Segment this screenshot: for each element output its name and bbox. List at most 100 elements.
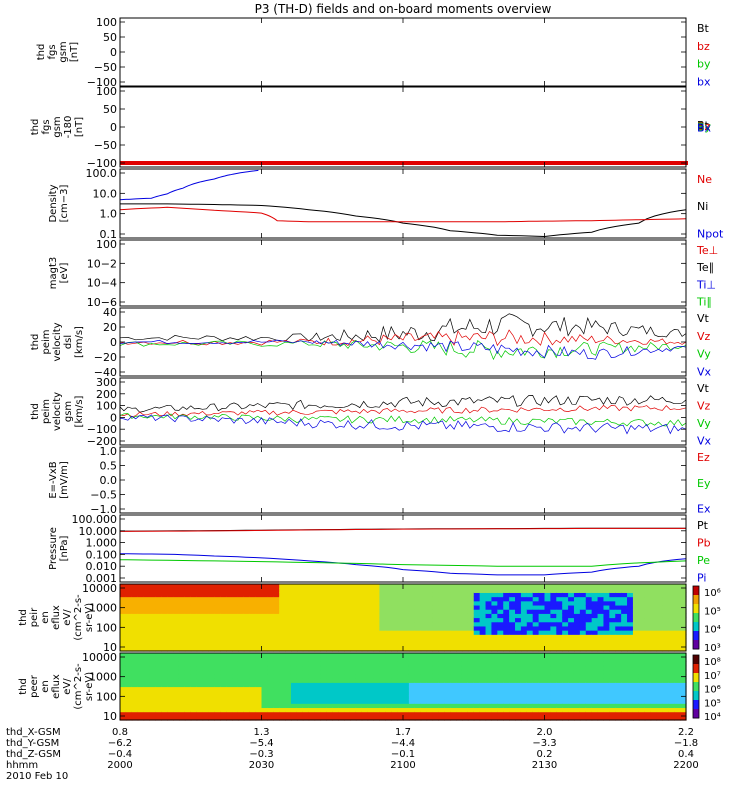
y-tick-label: 1.000: [86, 537, 118, 550]
spectrogram-cell: [208, 669, 215, 675]
spectrogram-cell: [332, 600, 339, 606]
spectrogram-cell: [379, 673, 386, 679]
spectrogram-cell: [137, 584, 145, 589]
series-npot: [119, 169, 259, 201]
spectrogram-cell: [355, 584, 363, 589]
spectrogram-cell: [120, 634, 127, 640]
spectrogram-cell: [149, 694, 156, 700]
spectrogram-cell: [214, 653, 221, 658]
spectrogram-cell: [420, 690, 428, 696]
spectrogram-cell: [603, 638, 610, 644]
spectrogram-cell: [461, 690, 469, 696]
spectrogram-cell: [155, 588, 162, 593]
spectrogram-cell: [137, 707, 145, 713]
spectrogram-cell: [355, 703, 363, 709]
y-axis-label-line: sr-eV): [84, 672, 95, 701]
y-axis-label: thdfgsgsm[nT]: [36, 41, 80, 62]
spectrogram-cell: [285, 665, 292, 671]
spectrogram-cell: [178, 617, 186, 623]
spectrogram-cell: [621, 613, 628, 619]
spectrogram-cell: [668, 665, 675, 671]
spectrogram-cell: [302, 669, 310, 675]
spectrogram-cell: [131, 646, 139, 652]
spectrogram-cell: [420, 621, 428, 627]
spectrogram-cell: [349, 596, 357, 602]
spectrogram-cell: [261, 584, 268, 589]
spectrogram-cell: [497, 661, 504, 667]
spectrogram-cell: [414, 596, 422, 602]
spectrogram-cell: [232, 621, 239, 627]
colorbar-segment: [693, 709, 699, 719]
spectrogram-cell: [538, 657, 546, 662]
spectrogram-cell: [597, 642, 605, 648]
spectrogram-cell: [579, 715, 587, 721]
spectrogram-cell: [650, 600, 658, 606]
spectrogram-cell: [526, 646, 534, 652]
spectrogram-cell: [237, 617, 245, 623]
spectrogram-cell: [650, 584, 658, 589]
y-axis-label-line: (cm^2-s-: [73, 663, 84, 710]
spectrogram-cell: [615, 715, 622, 721]
spectrogram-cell: [579, 634, 587, 640]
spectrogram-cell: [214, 665, 221, 671]
spectrogram-cell: [326, 673, 333, 679]
spectrogram-cell: [338, 682, 345, 688]
spectrogram-cell: [149, 609, 156, 614]
spectrogram-cell: [232, 588, 239, 593]
spectrogram-cell: [302, 596, 310, 602]
spectrogram-cell: [632, 621, 640, 627]
spectrogram-cell: [349, 653, 357, 658]
spectrogram-cell: [573, 638, 581, 644]
spectrogram-cell: [438, 596, 445, 602]
spectrogram-cell: [255, 703, 263, 709]
spectrogram-cell: [532, 630, 540, 635]
spectrogram-cell: [344, 665, 351, 671]
spectrogram-cell: [632, 584, 640, 589]
spectrogram-cell: [367, 630, 375, 635]
spectrogram-cell: [526, 682, 534, 688]
spectrogram-cell: [473, 699, 481, 704]
y-axis-label-line: en: [40, 611, 51, 624]
spectrogram-cell: [379, 609, 386, 614]
spectrogram-cell: [426, 673, 434, 679]
spectrogram-cell: [485, 613, 493, 619]
spectrogram-cell: [403, 604, 410, 610]
spectrogram-cell: [627, 661, 634, 667]
spectrogram-cell: [644, 678, 652, 683]
spectrogram-cell: [155, 621, 162, 627]
spectrogram-cell: [349, 613, 357, 619]
spectrogram-cell: [615, 596, 622, 602]
spectrogram-cell: [438, 646, 445, 652]
spectrogram-cell: [674, 642, 681, 648]
spectrogram-cell: [131, 678, 139, 683]
spectrogram-cell: [385, 588, 392, 593]
spectrogram-cell: [155, 707, 162, 713]
spectrogram-cell: [143, 686, 151, 692]
spectrogram-cell: [261, 617, 268, 623]
spectrogram-cell: [314, 638, 322, 644]
spectrogram-cell: [461, 584, 469, 589]
spectrogram-cell: [220, 630, 227, 635]
spectrogram-cell: [627, 678, 634, 683]
spectrogram-cell: [226, 661, 233, 667]
spectrogram-cell: [367, 707, 375, 713]
spectrogram-cell: [279, 715, 286, 721]
spectrogram-cell: [515, 625, 522, 631]
spectrogram-cell: [243, 592, 251, 598]
spectrogram-cell: [196, 642, 204, 648]
spectrogram-cell: [532, 694, 540, 700]
spectrogram-cell: [467, 657, 475, 662]
spectrogram-cell: [178, 621, 186, 627]
spectrogram-cell: [420, 694, 428, 700]
spectrogram-cell: [585, 634, 593, 640]
spectrogram-cell: [603, 707, 610, 713]
spectrogram-cell: [591, 711, 599, 717]
spectrogram-cell: [444, 621, 451, 627]
spectrogram-cell: [597, 584, 605, 589]
x-axis-value: 2130: [532, 760, 557, 771]
spectrogram-cell: [391, 600, 398, 606]
spectrogram-cell: [161, 613, 168, 619]
spectrogram-cell: [326, 715, 333, 721]
spectrogram-cell: [332, 715, 339, 721]
spectrogram-cell: [650, 690, 658, 696]
